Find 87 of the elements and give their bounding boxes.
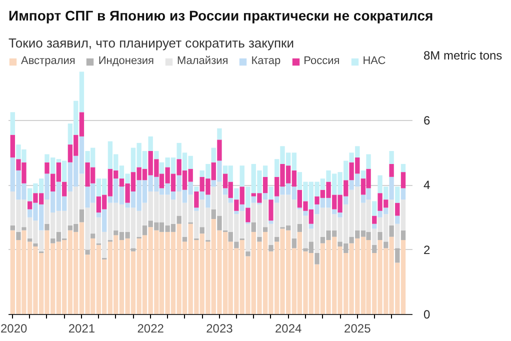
bar <box>234 210 239 214</box>
legend-label: Малайзия <box>176 55 228 67</box>
legend-label: Австралия <box>21 55 76 67</box>
bar <box>62 182 67 196</box>
x-tick-label: 2020 <box>0 322 28 336</box>
y-tick-label: 2 <box>424 242 430 257</box>
bar <box>384 242 388 248</box>
bar <box>344 196 348 204</box>
x-tick-label: 2022 <box>137 322 164 336</box>
bar <box>240 204 244 211</box>
bar <box>211 148 216 162</box>
bar <box>372 244 377 253</box>
bar <box>395 186 400 203</box>
bar <box>44 224 50 230</box>
bar <box>297 224 302 232</box>
bar <box>400 164 406 172</box>
bar <box>372 216 377 224</box>
legend-label: Катар <box>251 55 281 67</box>
bar <box>85 250 90 255</box>
bar <box>389 151 394 164</box>
bar <box>268 220 274 224</box>
bar <box>246 251 250 256</box>
y-tick-label: 6 <box>424 113 430 128</box>
bar <box>10 134 15 158</box>
x-tick-label: 2025 <box>344 322 372 336</box>
bar <box>90 234 96 238</box>
bar <box>194 208 199 211</box>
y-tick-label: 4 <box>424 178 430 192</box>
bar <box>240 166 244 187</box>
bar <box>33 243 38 247</box>
bar <box>234 188 239 200</box>
bar <box>274 196 280 203</box>
bar <box>217 128 222 140</box>
y-tick-label: 8M metric tons <box>424 48 502 62</box>
bar <box>10 225 15 230</box>
bar <box>234 242 239 248</box>
bar <box>217 140 222 161</box>
bar <box>400 230 406 240</box>
x-tick-label: 2021 <box>68 322 96 336</box>
bar <box>148 136 153 152</box>
bar <box>79 209 84 222</box>
bar <box>194 186 199 192</box>
bar <box>292 238 297 248</box>
bar <box>154 151 159 160</box>
bar <box>395 248 400 263</box>
bar <box>22 227 26 230</box>
bar <box>268 186 274 200</box>
bar <box>10 112 15 135</box>
bar <box>44 162 50 174</box>
bar <box>251 196 256 203</box>
bar <box>246 208 250 222</box>
bar <box>389 225 394 237</box>
legend-label: Индонезия <box>98 55 154 67</box>
legend-label: НАС <box>362 55 386 67</box>
bar <box>228 232 233 242</box>
y-tick-label: 0 <box>424 308 430 322</box>
bar <box>372 201 377 216</box>
chart-title: Импорт СПГ в Японию из России практически не сократился <box>8 8 434 24</box>
bar <box>194 191 199 208</box>
bar <box>251 222 256 232</box>
x-tick-label: 2023 <box>206 322 234 336</box>
bar <box>262 193 268 200</box>
bar <box>303 210 308 216</box>
bar <box>395 216 400 224</box>
bar <box>314 252 320 264</box>
legend-label: Россия <box>304 55 340 67</box>
bar <box>228 198 233 203</box>
bar <box>378 232 382 240</box>
bar <box>268 244 274 252</box>
bar <box>262 227 268 232</box>
bar <box>360 170 366 179</box>
bar <box>16 232 21 240</box>
bar <box>176 216 182 224</box>
bar <box>268 200 274 221</box>
bar <box>389 164 394 177</box>
bar <box>400 172 406 188</box>
bar <box>257 236 262 242</box>
bar <box>222 188 228 195</box>
bar <box>366 154 371 169</box>
bar <box>200 227 204 234</box>
bar <box>389 176 394 200</box>
bar <box>395 202 400 216</box>
chart-subtitle: Токио заявил, что планирует сократить закупки <box>8 36 294 50</box>
x-tick-label: 2024 <box>274 322 302 336</box>
bar <box>130 248 136 252</box>
bar <box>262 176 268 194</box>
bar <box>400 188 406 200</box>
